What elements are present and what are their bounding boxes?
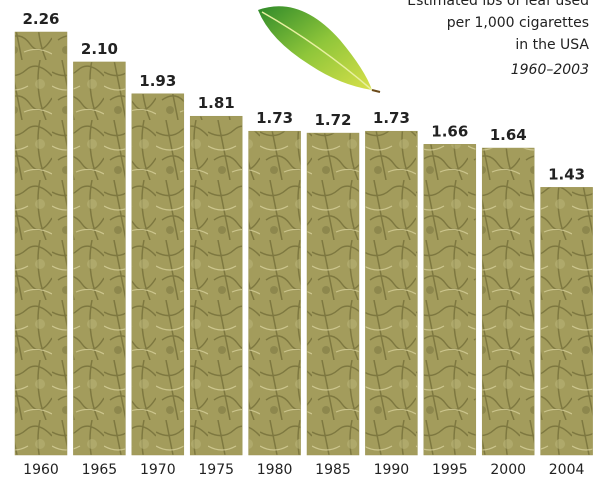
x-tick-label: 2004 [549,462,585,478]
value-label: 1.72 [314,111,351,129]
x-tick-label: 1990 [374,462,410,478]
x-tick-label: 2000 [490,462,526,478]
bar [365,130,418,456]
bar [189,115,243,456]
bar [540,187,593,456]
bar [248,130,301,456]
x-tick-label: 1975 [198,462,234,478]
x-tick-label: 1970 [140,462,176,478]
value-label: 1.66 [431,122,468,140]
value-label: 1.43 [548,165,585,183]
chart-title: Estimated lbs of leaf used per 1,000 ciga… [407,0,589,78]
title-line: per 1,000 cigarettes [447,15,589,31]
title-line: Estimated lbs of leaf used [407,0,589,9]
bar [73,61,126,456]
title-line: in the USA [515,37,589,53]
x-tick-label: 1980 [257,462,293,478]
bar [306,132,360,456]
value-label: 1.73 [373,109,410,127]
bar [131,93,185,456]
value-label: 1.93 [139,72,176,90]
value-label: 2.10 [81,40,118,58]
leaf-illustration [258,6,381,93]
x-tick-label: 1985 [315,462,351,478]
value-label: 1.64 [490,126,527,144]
subtitle: 1960–2003 [511,62,589,78]
value-label: 2.26 [22,10,59,28]
bar [14,31,68,456]
bar [423,144,477,456]
bar [481,147,535,456]
value-label: 1.81 [198,94,235,112]
x-tick-label: 1960 [23,462,59,478]
value-label: 1.73 [256,109,293,127]
x-tick-label: 1965 [82,462,118,478]
x-tick-label: 1995 [432,462,468,478]
